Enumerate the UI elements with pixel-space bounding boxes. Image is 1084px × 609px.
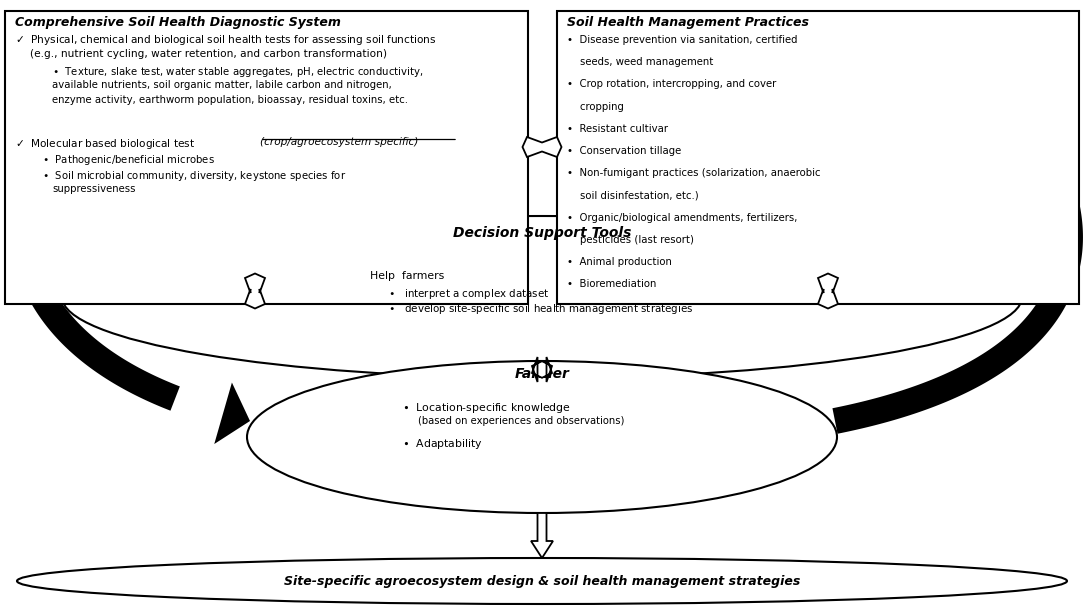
Polygon shape: [1016, 124, 1070, 164]
Text: •  Animal production: • Animal production: [567, 257, 672, 267]
Ellipse shape: [62, 216, 1022, 378]
Text: Soil Health Management Practices: Soil Health Management Practices: [567, 16, 809, 29]
Text: •  Disease prevention via sanitation, certified: • Disease prevention via sanitation, cer…: [567, 35, 798, 45]
Text: •  Crop rotation, intercropping, and cover: • Crop rotation, intercropping, and cove…: [567, 79, 776, 90]
Text: Farmer: Farmer: [515, 367, 569, 381]
Text: •  Organic/biological amendments, fertilizers,: • Organic/biological amendments, fertili…: [567, 213, 798, 223]
Text: $\checkmark$  Molecular based biological test: $\checkmark$ Molecular based biological …: [15, 137, 195, 151]
Text: $\bullet$  Texture, slake test, water stable aggregates, pH, electric conductivi: $\bullet$ Texture, slake test, water sta…: [52, 65, 424, 79]
Polygon shape: [833, 158, 1083, 434]
Text: $\bullet$  Soil microbial community, diversity, keystone species for: $\bullet$ Soil microbial community, dive…: [42, 169, 346, 183]
Text: (crop/agroecosystem specific): (crop/agroecosystem specific): [260, 137, 418, 147]
Text: $\bullet$  Adaptability: $\bullet$ Adaptability: [402, 437, 482, 451]
Text: $\bullet$   develop site-specific soil health management strategies: $\bullet$ develop site-specific soil hea…: [388, 302, 694, 316]
Text: (e.g., nutrient cycling, water retention, and carbon transformation): (e.g., nutrient cycling, water retention…: [30, 49, 387, 59]
Text: suppressiveness: suppressiveness: [52, 184, 136, 194]
Text: •  Non-fumigant practices (solarization, anaerobic: • Non-fumigant practices (solarization, …: [567, 168, 821, 178]
Text: soil disinfestation, etc.): soil disinfestation, etc.): [567, 191, 699, 200]
Text: available nutrients, soil organic matter, labile carbon and nitrogen,: available nutrients, soil organic matter…: [52, 80, 391, 90]
Polygon shape: [818, 273, 838, 309]
Text: enzyme activity, earthworm population, bioassay, residual toxins, etc.: enzyme activity, earthworm population, b…: [52, 95, 408, 105]
Text: $\checkmark$  Physical, chemical and biological soil health tests for assessing : $\checkmark$ Physical, chemical and biol…: [15, 33, 437, 47]
Text: (based on experiences and observations): (based on experiences and observations): [418, 416, 624, 426]
Text: cropping: cropping: [567, 102, 624, 111]
Ellipse shape: [17, 558, 1067, 604]
Polygon shape: [531, 513, 553, 558]
Polygon shape: [215, 382, 250, 444]
Text: pesticides (last resort): pesticides (last resort): [567, 235, 694, 245]
Text: •  Conservation tillage: • Conservation tillage: [567, 146, 681, 156]
Text: •  Bioremediation: • Bioremediation: [567, 279, 657, 289]
Text: Site-specific agroecosystem design & soil health management strategies: Site-specific agroecosystem design & soi…: [284, 574, 800, 588]
FancyBboxPatch shape: [557, 11, 1079, 304]
Ellipse shape: [247, 361, 837, 513]
Polygon shape: [10, 117, 180, 410]
Text: seeds, weed management: seeds, weed management: [567, 57, 713, 67]
Text: $\bullet$  Pathogenic/beneficial microbes: $\bullet$ Pathogenic/beneficial microbes: [42, 153, 215, 167]
Text: Decision Support Tools: Decision Support Tools: [453, 226, 631, 240]
Text: •  Resistant cultivar: • Resistant cultivar: [567, 124, 668, 134]
Text: $\bullet$  Location-specific knowledge: $\bullet$ Location-specific knowledge: [402, 401, 571, 415]
Polygon shape: [245, 273, 264, 309]
FancyBboxPatch shape: [5, 11, 528, 304]
Text: Help  farmers: Help farmers: [370, 271, 444, 281]
Text: $\bullet$   interpret a complex dataset: $\bullet$ interpret a complex dataset: [388, 287, 550, 301]
Polygon shape: [522, 137, 562, 157]
Text: Comprehensive Soil Health Diagnostic System: Comprehensive Soil Health Diagnostic Sys…: [15, 16, 340, 29]
Polygon shape: [532, 357, 552, 382]
